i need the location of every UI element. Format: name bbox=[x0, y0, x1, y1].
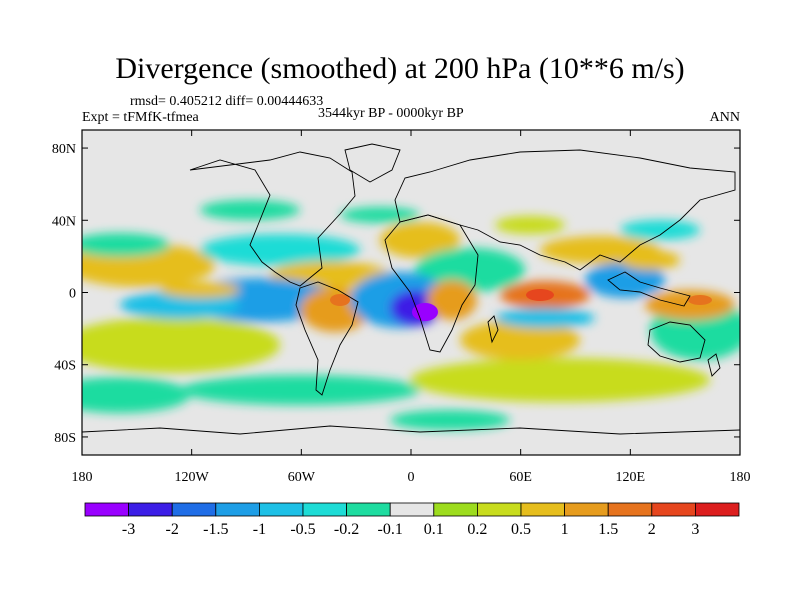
field-region bbox=[180, 375, 420, 405]
colorbar-swatch bbox=[215, 502, 260, 517]
coastlines bbox=[82, 143, 740, 435]
y-tick-label: 0 bbox=[69, 287, 76, 302]
convergence-core bbox=[412, 303, 438, 321]
colorbar-swatch bbox=[171, 502, 217, 517]
eurasia-coast bbox=[394, 149, 736, 271]
colorbar: -3 -2 -1.5 -1 -0.5 -0.2 -0.1 0.1 0.2 0.5 1 1.5 2 3 bbox=[84, 502, 740, 538]
colorbar-label: 0.2 bbox=[467, 521, 487, 538]
field-region bbox=[200, 200, 300, 220]
colorbar-label: -3 bbox=[122, 521, 135, 538]
colorbar-swatch bbox=[476, 502, 522, 517]
field-region bbox=[380, 222, 460, 258]
field-region bbox=[620, 220, 700, 240]
colorbar-label: 3 bbox=[691, 521, 699, 538]
period-text: 3544kyr BP - 0000kyr BP bbox=[318, 106, 464, 121]
field-region bbox=[160, 282, 240, 298]
madagascar-coast bbox=[487, 315, 499, 344]
field-region bbox=[120, 291, 240, 319]
colorbar-swatch bbox=[564, 502, 609, 517]
field-region bbox=[82, 233, 170, 257]
field-region bbox=[410, 358, 710, 402]
colorbar-swatch bbox=[84, 502, 129, 517]
divergence-core bbox=[688, 295, 712, 305]
greenland-coast bbox=[344, 143, 401, 183]
colorbar-label: -0.2 bbox=[334, 521, 359, 538]
south-america-coast bbox=[295, 281, 359, 396]
y-tick-label: 80S bbox=[54, 431, 76, 446]
colorbar-swatch bbox=[128, 502, 173, 517]
stats-text: rmsd= 0.405212 diff= 0.00444633 bbox=[130, 94, 324, 109]
colorbar-swatch bbox=[695, 502, 740, 517]
antarctica-coast bbox=[82, 425, 740, 435]
colorbar-label: 1 bbox=[561, 521, 569, 538]
colorbar-swatch bbox=[520, 502, 565, 517]
colorbar-label: -1.5 bbox=[203, 521, 228, 538]
maritime-continent-coast bbox=[607, 271, 691, 307]
colorbar-label: -1 bbox=[253, 521, 266, 538]
new-zealand-coast bbox=[707, 353, 721, 377]
y-tick-label: 40N bbox=[52, 214, 76, 229]
y-tick-label: 40S bbox=[54, 359, 76, 374]
field-region bbox=[585, 262, 665, 298]
x-tick-label: 120E bbox=[616, 470, 646, 485]
y-axis: 80N 40N 0 40S 80S bbox=[52, 142, 740, 446]
field-region bbox=[340, 207, 420, 223]
field-region bbox=[390, 410, 510, 430]
x-tick-label: 60E bbox=[509, 470, 532, 485]
season-label: ANN bbox=[709, 110, 740, 125]
colorbar-swatch bbox=[258, 502, 304, 517]
x-tick-label: 60W bbox=[288, 470, 316, 485]
colorbar-label: 1.5 bbox=[598, 521, 618, 538]
x-tick-label: 180 bbox=[730, 470, 751, 485]
field-region bbox=[645, 290, 735, 320]
field-region bbox=[495, 308, 595, 328]
colorbar-swatch bbox=[389, 502, 435, 517]
colorbar-label: 2 bbox=[648, 521, 656, 538]
x-tick-label: 180 bbox=[72, 470, 93, 485]
colorbar-swatch bbox=[302, 502, 347, 517]
colorbar-swatch bbox=[607, 502, 653, 517]
plot-title: Divergence (smoothed) at 200 hPa (10**6 … bbox=[115, 52, 685, 85]
colorbar-label: -0.5 bbox=[290, 521, 315, 538]
field-region bbox=[200, 234, 360, 266]
colorbar-label: -0.1 bbox=[378, 521, 403, 538]
colorbar-swatch bbox=[346, 502, 391, 517]
colorbar-label: 0.5 bbox=[511, 521, 531, 538]
divergence-core bbox=[330, 294, 350, 306]
y-tick-label: 80N bbox=[52, 142, 76, 157]
colorbar-swatch bbox=[433, 502, 478, 517]
field-region bbox=[82, 317, 280, 373]
x-tick-label: 120W bbox=[175, 470, 210, 485]
x-axis: 180 120W 60W 0 60E 120E 180 bbox=[72, 130, 751, 485]
colorbar-label: 0.1 bbox=[424, 521, 444, 538]
field-region bbox=[427, 280, 477, 320]
field-region bbox=[82, 377, 190, 413]
experiment-label: Expt = tFMfK-tfmea bbox=[82, 110, 199, 125]
colorbar-label: -2 bbox=[166, 521, 179, 538]
divergence-core bbox=[526, 289, 554, 301]
field-region bbox=[415, 248, 525, 292]
x-tick-label: 0 bbox=[408, 470, 415, 485]
field-region bbox=[495, 216, 565, 234]
field-region bbox=[620, 250, 680, 270]
australia-coast bbox=[647, 321, 706, 363]
colorbar-swatch bbox=[651, 502, 696, 517]
north-america-coast bbox=[189, 151, 356, 287]
